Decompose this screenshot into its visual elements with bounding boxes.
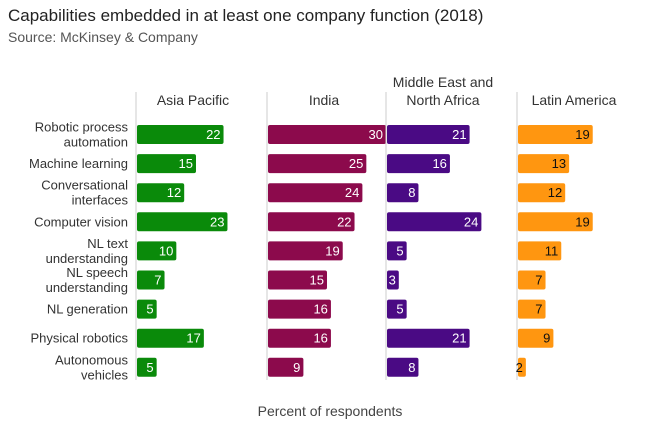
data-label: 16 bbox=[313, 331, 327, 346]
bar bbox=[268, 270, 327, 290]
panel-header: Latin America bbox=[532, 92, 617, 108]
bar bbox=[518, 154, 570, 174]
panel-header: Middle East and North Africa bbox=[393, 74, 493, 108]
data-label: 8 bbox=[408, 185, 415, 200]
bar bbox=[268, 241, 343, 261]
category-label: Autonomous vehicles bbox=[55, 352, 128, 382]
data-label: 11 bbox=[545, 243, 559, 258]
bar bbox=[268, 328, 331, 348]
chart-title: Capabilities embedded in at least one co… bbox=[8, 6, 484, 25]
bar bbox=[387, 154, 450, 174]
data-label: 7 bbox=[535, 302, 542, 317]
bar bbox=[387, 183, 419, 203]
data-label: 22 bbox=[206, 127, 220, 142]
bar bbox=[268, 183, 363, 203]
category-label: NL text understanding bbox=[46, 236, 129, 266]
bar bbox=[137, 154, 196, 174]
bar bbox=[387, 299, 407, 319]
data-label: 10 bbox=[159, 243, 173, 258]
bar bbox=[387, 125, 470, 144]
category-label: NL generation bbox=[47, 302, 128, 317]
data-label: 7 bbox=[154, 273, 161, 288]
bar bbox=[268, 357, 304, 377]
bar bbox=[387, 328, 470, 348]
data-label: 2 bbox=[516, 360, 523, 375]
data-label: 16 bbox=[313, 302, 327, 317]
category-label: Machine learning bbox=[29, 156, 128, 171]
bar bbox=[387, 241, 407, 261]
panel-header: India bbox=[309, 92, 340, 108]
category-label: Physical robotics bbox=[30, 331, 128, 346]
data-label: 3 bbox=[389, 273, 396, 288]
bar bbox=[137, 357, 157, 377]
bar bbox=[518, 125, 593, 144]
bar bbox=[518, 328, 554, 348]
bar bbox=[137, 212, 228, 232]
bar bbox=[268, 125, 386, 144]
data-label: 12 bbox=[167, 185, 181, 200]
bar bbox=[518, 357, 526, 377]
data-label: 9 bbox=[543, 331, 550, 346]
bar bbox=[268, 299, 331, 319]
data-label: 13 bbox=[552, 156, 566, 171]
data-label: 5 bbox=[396, 302, 403, 317]
data-label: 30 bbox=[369, 127, 383, 142]
bar bbox=[137, 270, 165, 290]
bar bbox=[268, 212, 355, 232]
data-label: 21 bbox=[452, 127, 466, 142]
data-label: 7 bbox=[535, 273, 542, 288]
bar bbox=[137, 328, 204, 348]
bar bbox=[137, 183, 185, 203]
bar bbox=[518, 183, 566, 203]
data-label: 19 bbox=[575, 214, 589, 229]
data-label: 23 bbox=[210, 214, 224, 229]
data-label: 21 bbox=[452, 331, 466, 346]
bar bbox=[387, 357, 419, 377]
category-label: NL speech understanding bbox=[46, 265, 128, 295]
bar bbox=[268, 154, 367, 174]
bar bbox=[518, 241, 562, 261]
data-label: 5 bbox=[396, 243, 403, 258]
bar bbox=[518, 270, 546, 290]
data-label: 5 bbox=[146, 302, 153, 317]
data-label: 12 bbox=[548, 185, 562, 200]
bar bbox=[137, 299, 157, 319]
bar bbox=[518, 212, 593, 232]
data-label: 17 bbox=[186, 331, 200, 346]
data-label: 9 bbox=[293, 360, 300, 375]
panel-header: Asia Pacific bbox=[157, 92, 229, 108]
category-label: Conversational interfaces bbox=[41, 178, 128, 208]
data-label: 24 bbox=[345, 185, 359, 200]
category-label: Computer vision bbox=[34, 214, 128, 229]
data-label: 19 bbox=[325, 243, 339, 258]
bar bbox=[137, 241, 177, 261]
data-label: 8 bbox=[408, 360, 415, 375]
category-label: Robotic process automation bbox=[35, 120, 129, 150]
bar bbox=[518, 299, 546, 319]
data-label: 19 bbox=[575, 127, 589, 142]
chart-subtitle: Source: McKinsey & Company bbox=[8, 29, 198, 45]
data-label: 16 bbox=[432, 156, 446, 171]
data-label: 22 bbox=[337, 214, 351, 229]
bar bbox=[137, 125, 224, 144]
bar bbox=[387, 212, 482, 232]
data-label: 15 bbox=[179, 156, 193, 171]
data-label: 15 bbox=[310, 273, 324, 288]
bar bbox=[387, 270, 399, 290]
x-axis-label: Percent of respondents bbox=[257, 403, 403, 419]
data-label: 24 bbox=[464, 214, 478, 229]
data-label: 5 bbox=[146, 360, 153, 375]
data-label: 25 bbox=[349, 156, 363, 171]
